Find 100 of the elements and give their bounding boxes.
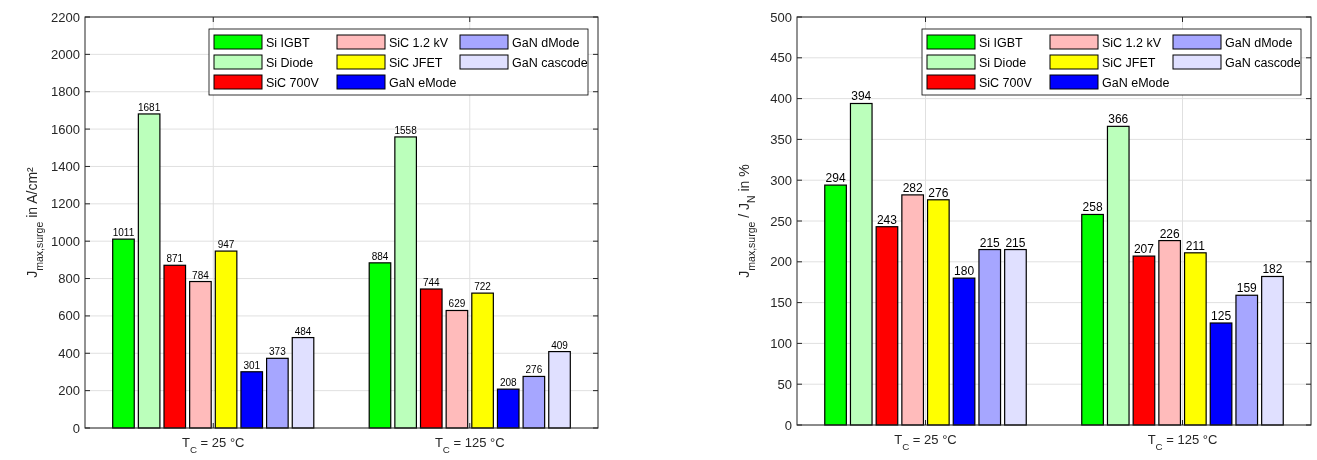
legend-label: SiC JFET <box>1102 56 1156 70</box>
data-label: 207 <box>1133 242 1155 257</box>
bar <box>471 292 494 429</box>
y-tick-label: 600 <box>58 308 80 324</box>
y-tick-label: 0 <box>72 420 80 436</box>
bar <box>112 238 135 429</box>
data-label: 282 <box>902 180 923 195</box>
bar <box>419 288 443 429</box>
y-tick-label: 200 <box>58 383 80 399</box>
legend-label: SiC 1.2 kV <box>1102 36 1162 50</box>
bar <box>496 388 520 429</box>
legend-label: GaN cascode <box>1225 56 1301 70</box>
bar <box>926 199 950 426</box>
x-tick-label: T$_{C}$ = 125 °C <box>434 435 505 455</box>
legend-label: SiC 1.2 kV <box>389 36 449 50</box>
bar <box>163 264 187 429</box>
bar <box>445 309 469 429</box>
bar <box>978 248 1002 426</box>
y-tick-label: 50 <box>777 376 792 392</box>
data-label: 484 <box>294 325 312 337</box>
bar <box>394 136 417 429</box>
data-label: 226 <box>1159 226 1180 241</box>
legend-label: GaN dMode <box>512 36 580 50</box>
bar <box>137 113 161 429</box>
data-label: 243 <box>876 212 898 227</box>
y-tick-label: 450 <box>770 50 792 66</box>
data-label: 211 <box>1185 238 1206 253</box>
data-label: 409 <box>551 339 569 351</box>
bar <box>214 250 238 429</box>
data-label: 1681 <box>138 101 161 113</box>
bar <box>266 357 289 429</box>
x-tick-label: T$_{C}$ = 125 °C <box>1147 432 1218 452</box>
bar <box>1183 252 1207 426</box>
y-tick-label: 400 <box>770 91 792 107</box>
data-label: 215 <box>1005 235 1026 250</box>
data-label: 276 <box>525 364 543 376</box>
x-tick-label: T$_{C}$ = 25 °C <box>894 432 957 452</box>
data-label: 744 <box>422 277 441 289</box>
data-label: 366 <box>1108 112 1129 127</box>
bar <box>1081 213 1104 426</box>
bar <box>824 184 847 426</box>
legend-label: GaN cascode <box>512 56 588 70</box>
y-tick-label: 200 <box>770 254 792 270</box>
data-label: 180 <box>954 264 975 279</box>
y-tick-label: 400 <box>58 345 80 361</box>
bar <box>875 226 899 426</box>
bar <box>1132 255 1156 426</box>
data-label: 871 <box>166 253 184 265</box>
legend-label: GaN eMode <box>1102 76 1170 90</box>
y-tick-label: 250 <box>770 213 792 229</box>
y-tick-label: 1800 <box>51 84 80 100</box>
y-tick-label: 2200 <box>51 9 80 25</box>
bar <box>952 277 976 426</box>
data-label: 182 <box>1262 262 1283 277</box>
legend-label: Si Diode <box>266 56 314 70</box>
bar <box>240 371 264 429</box>
y-tick-label: 800 <box>58 271 80 287</box>
data-label: 394 <box>851 89 872 104</box>
data-label: 215 <box>979 235 1001 250</box>
x-tick-label: T$_{C}$ = 25 °C <box>182 435 245 455</box>
bar <box>291 336 315 429</box>
y-tick-label: 350 <box>770 131 792 147</box>
data-label: 373 <box>269 346 287 358</box>
bar <box>1235 294 1259 426</box>
legend-label: SiC 700V <box>266 76 320 90</box>
y-tick-label: 150 <box>770 295 792 311</box>
bar <box>849 102 873 426</box>
data-label: 722 <box>474 281 492 293</box>
data-label: 301 <box>243 359 261 371</box>
bar <box>548 350 571 429</box>
data-label: 258 <box>1082 200 1103 215</box>
y-tick-label: 2000 <box>51 46 80 62</box>
bar <box>1158 239 1182 426</box>
legend-label: SiC 700V <box>979 76 1033 90</box>
data-label: 947 <box>217 239 235 251</box>
data-label: 1011 <box>112 227 135 239</box>
y-tick-label: 500 <box>770 9 792 25</box>
legend-label: GaN eMode <box>389 76 457 90</box>
data-label: 125 <box>1211 309 1232 323</box>
data-label: 294 <box>825 171 846 186</box>
data-label: 884 <box>371 250 389 262</box>
data-label: 208 <box>499 377 517 389</box>
legend-label: GaN dMode <box>1225 36 1293 50</box>
y-tick-label: 100 <box>770 335 792 351</box>
legend-label: Si Diode <box>979 56 1027 70</box>
data-label: 1558 <box>394 124 418 136</box>
y-tick-label: 1600 <box>51 121 80 137</box>
bar <box>1106 125 1130 426</box>
y-tick-label: 1400 <box>51 159 80 174</box>
data-label: 629 <box>448 298 466 310</box>
data-label: 276 <box>928 185 949 200</box>
y-tick-label: 0 <box>784 417 792 433</box>
data-label: 784 <box>192 269 210 281</box>
bar <box>522 375 546 429</box>
bar <box>1004 248 1027 426</box>
legend-label: Si IGBT <box>266 36 311 50</box>
y-tick-label: 1000 <box>51 233 80 249</box>
bar <box>901 194 925 426</box>
bar <box>368 262 392 429</box>
bar <box>1209 322 1233 426</box>
